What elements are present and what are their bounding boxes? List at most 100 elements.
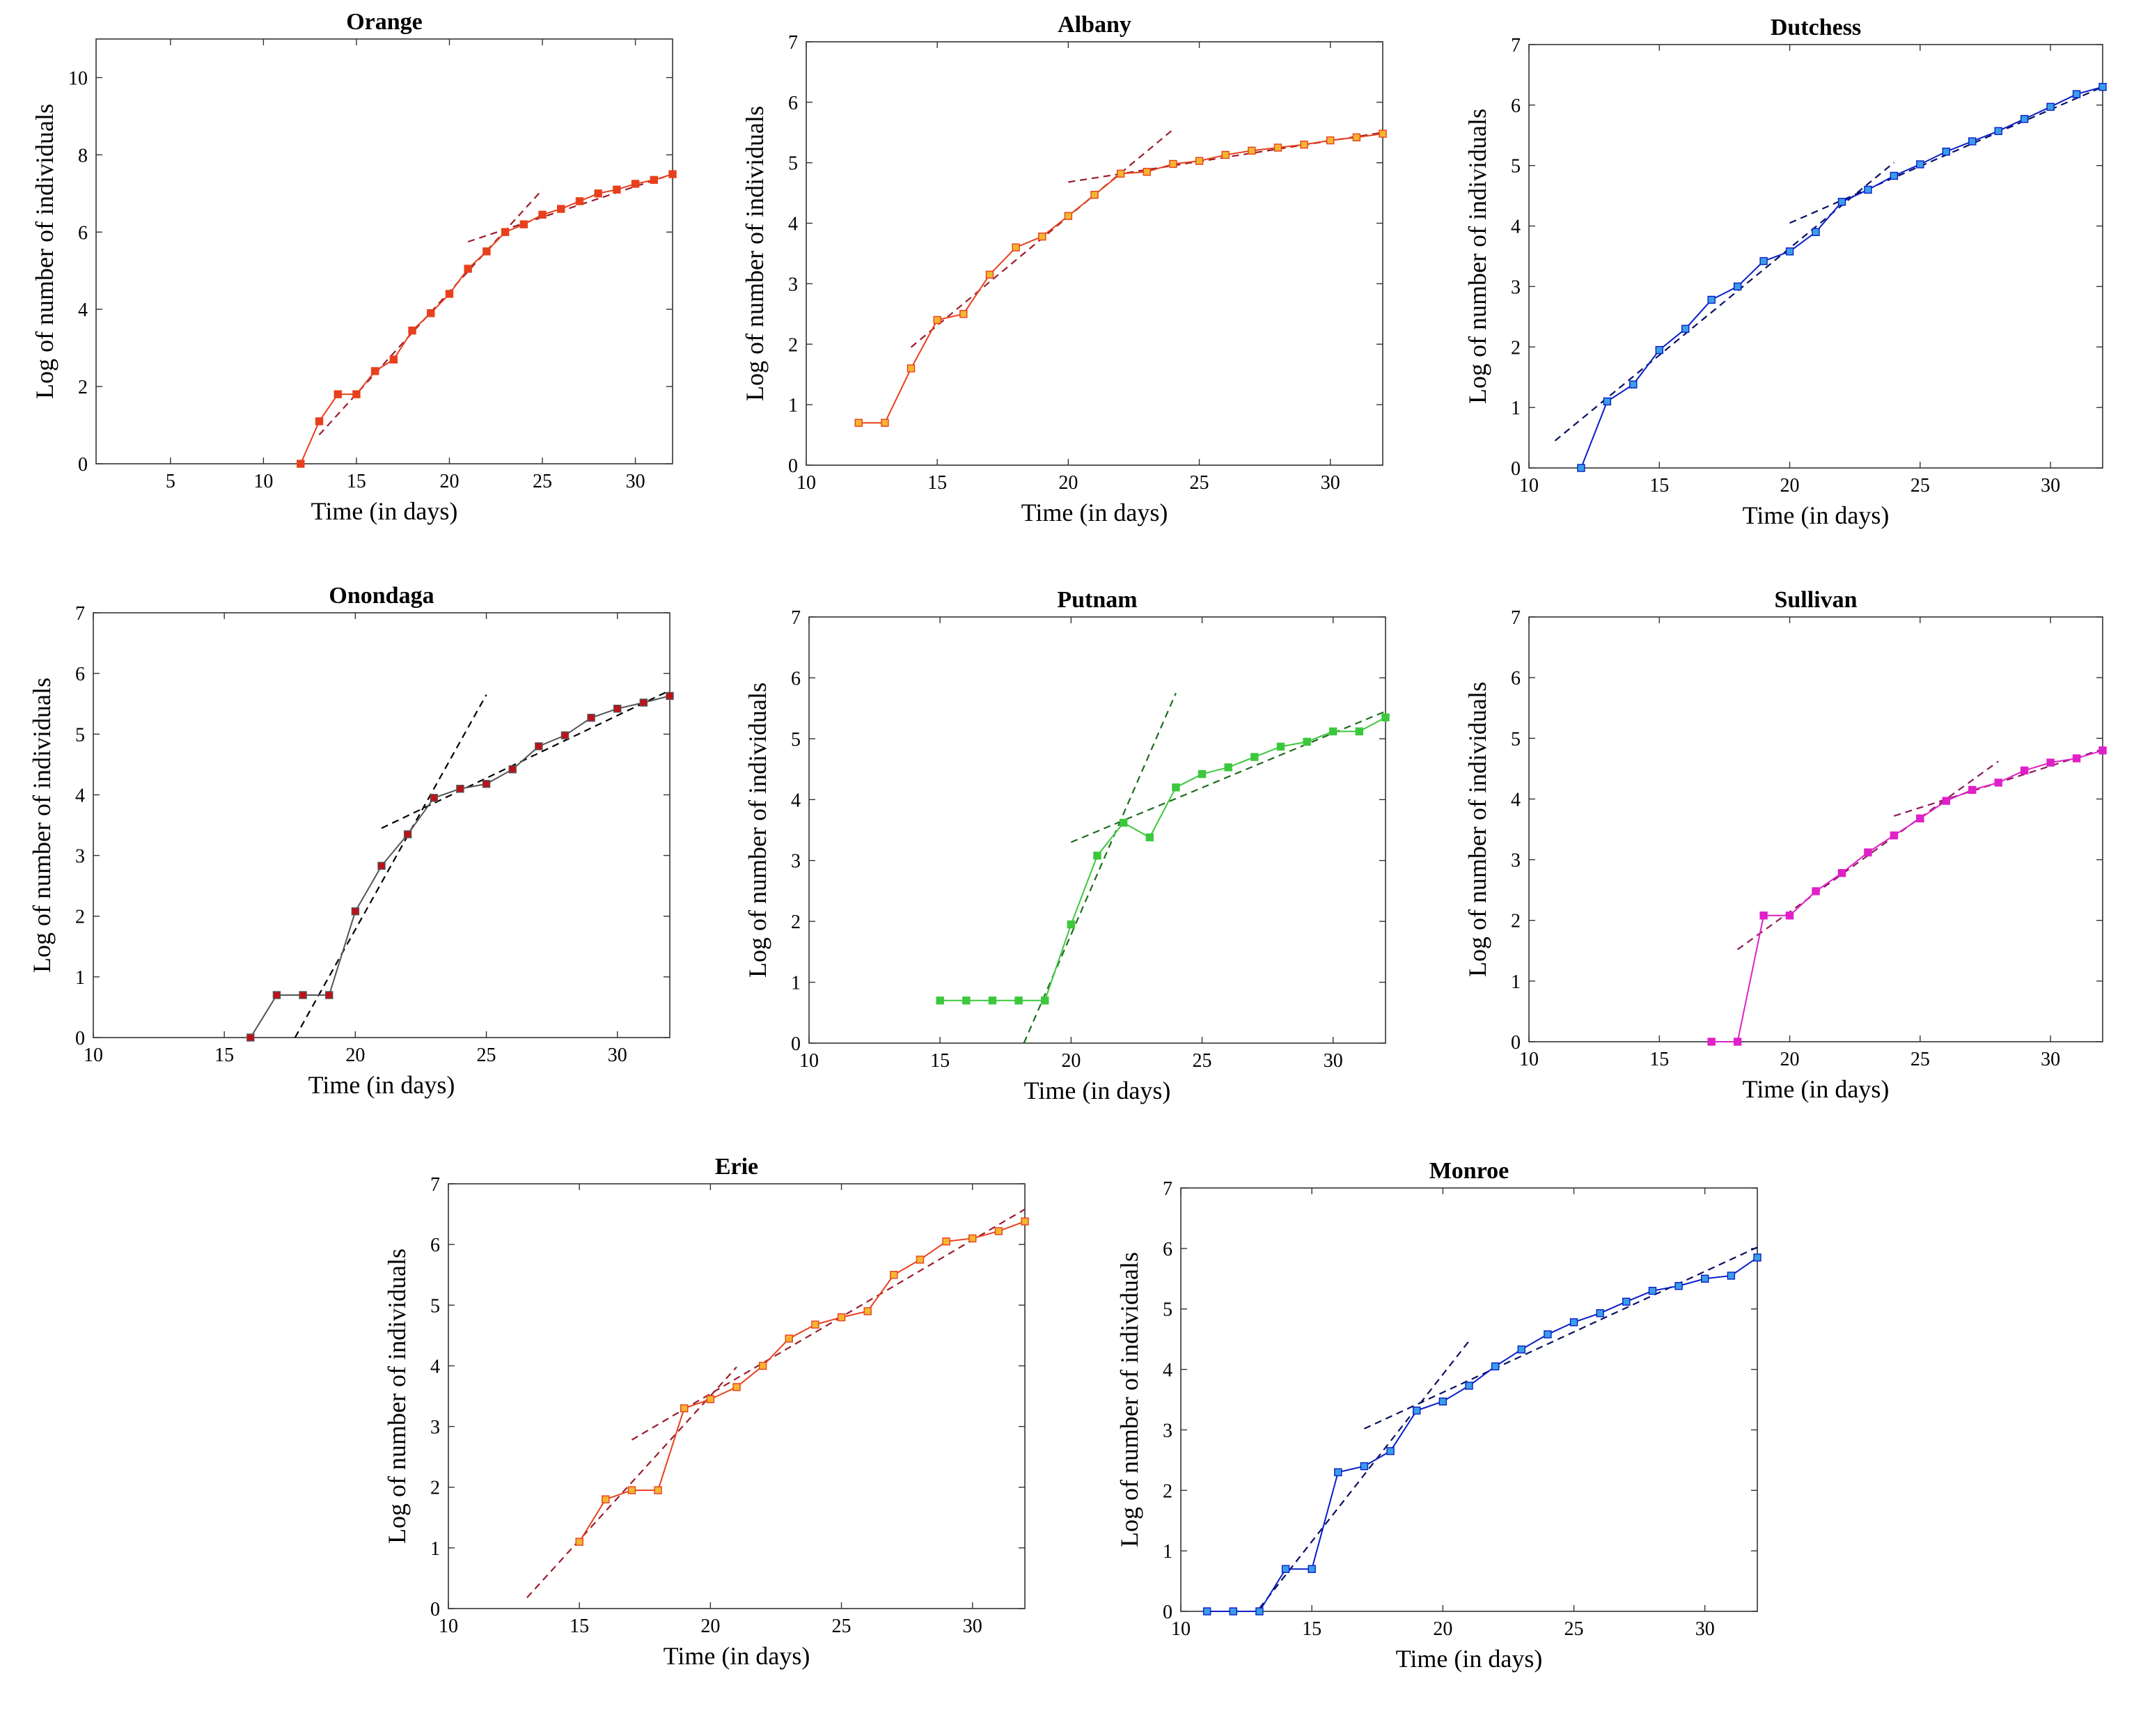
data-point xyxy=(1360,1462,1369,1471)
fit-line xyxy=(1363,1246,1758,1430)
data-point xyxy=(666,691,674,701)
x-tick-label: 20 xyxy=(439,471,459,492)
x-tick-label: 10 xyxy=(439,1616,458,1637)
data-point xyxy=(1785,912,1794,920)
data-point xyxy=(1753,1253,1761,1262)
data-point xyxy=(508,765,517,774)
data-point xyxy=(1648,1286,1657,1295)
data-point xyxy=(1355,727,1364,736)
data-point xyxy=(594,189,602,198)
y-tick-label: 6 xyxy=(788,93,798,114)
data-point xyxy=(1021,1217,1029,1226)
y-tick-label: 1 xyxy=(1511,971,1521,993)
data-point xyxy=(1145,833,1154,842)
y-tick-label: 5 xyxy=(1163,1299,1172,1321)
data-point xyxy=(1812,887,1820,896)
y-tick-label: 3 xyxy=(430,1417,440,1439)
data-point xyxy=(639,698,648,707)
data-point xyxy=(1119,818,1128,827)
y-tick-label: 5 xyxy=(788,153,798,175)
data-point xyxy=(1544,1330,1552,1338)
data-point xyxy=(1733,1038,1742,1046)
y-tick-label: 4 xyxy=(75,785,85,806)
data-point xyxy=(1116,169,1125,178)
fit-line xyxy=(1023,692,1177,1044)
data-point xyxy=(297,460,305,468)
data-point xyxy=(1622,1297,1631,1306)
series-line xyxy=(249,695,670,1038)
data-point xyxy=(1195,157,1204,165)
y-tick-label: 4 xyxy=(1163,1360,1172,1382)
data-point xyxy=(1994,779,2002,787)
data-point xyxy=(881,419,889,427)
subplot-putnam: 10 15 20 25 30 0 1 2 3 4 5 6 7 Putnam Time (in days) Lo… xyxy=(744,587,1390,1104)
data-point xyxy=(811,1320,819,1329)
data-point xyxy=(1255,1607,1264,1616)
subplot-dutchess: 10 15 20 25 30 0 1 2 3 4 5 6 7 Dutchess Time (in days)… xyxy=(1464,15,2107,529)
series-line xyxy=(1207,1257,1758,1612)
data-point xyxy=(351,907,360,916)
y-tick-label: 0 xyxy=(791,1033,801,1055)
data-point xyxy=(403,830,412,838)
subplot-monroe: 10 15 20 25 30 0 1 2 3 4 5 6 7 Monroe Time (in days) Lo… xyxy=(1115,1158,1761,1673)
x-tick-label: 10 xyxy=(1519,1049,1539,1070)
data-point xyxy=(936,996,944,1005)
y-tick-label: 6 xyxy=(1511,668,1521,689)
data-point xyxy=(988,996,997,1005)
y-tick-label: 6 xyxy=(791,668,801,689)
data-point xyxy=(575,197,584,205)
plot-frame xyxy=(1528,44,2103,469)
y-tick-label: 0 xyxy=(78,454,88,476)
data-point xyxy=(1014,996,1023,1005)
data-point xyxy=(1250,753,1259,761)
y-tick-label: 6 xyxy=(430,1235,440,1256)
data-point xyxy=(535,742,543,751)
data-point xyxy=(389,355,398,363)
data-point xyxy=(1038,232,1046,241)
data-point xyxy=(2072,754,2081,763)
data-point xyxy=(1064,212,1073,220)
y-tick-label: 7 xyxy=(1511,35,1521,56)
subplot-albany: 10 15 20 25 30 0 1 2 3 4 5 6 7 Albany Time (in days) Lo… xyxy=(741,12,1387,526)
y-axis-label: Log of number of individuals xyxy=(1115,1252,1143,1547)
plot-frame xyxy=(1528,616,2103,1042)
data-point xyxy=(1381,713,1390,721)
plot-frame xyxy=(95,38,673,464)
series-line xyxy=(1711,749,2103,1042)
y-tick-label: 4 xyxy=(791,790,801,811)
y-axis-label: Log of number of individuals xyxy=(1464,109,1491,404)
data-point xyxy=(408,326,416,335)
data-point xyxy=(933,315,941,324)
data-point xyxy=(272,991,281,999)
y-tick-label: 4 xyxy=(788,214,798,235)
y-tick-label: 2 xyxy=(791,912,801,933)
x-tick-label: 30 xyxy=(2041,475,2060,496)
plot-frame xyxy=(808,616,1386,1044)
data-point xyxy=(560,731,570,740)
data-point xyxy=(907,364,916,373)
y-tick-label: 2 xyxy=(430,1478,440,1499)
y-tick-label: 2 xyxy=(788,334,798,356)
data-point xyxy=(1569,1318,1578,1327)
data-point xyxy=(916,1256,925,1264)
data-point xyxy=(1276,742,1285,751)
data-point xyxy=(1681,324,1690,333)
data-point xyxy=(1300,140,1308,149)
data-point xyxy=(501,228,510,236)
x-axis-label: Time (in days) xyxy=(664,1642,810,1670)
data-point xyxy=(1916,814,1924,823)
data-point xyxy=(1655,345,1663,354)
data-point xyxy=(519,220,528,228)
fit-line xyxy=(1554,162,1895,441)
data-point xyxy=(942,1237,950,1246)
data-point xyxy=(1596,1309,1604,1317)
subplot-orange: 5 10 15 20 25 30 0 2 4 6 8 10 Orange Time (in days) Lo… xyxy=(31,9,677,525)
y-axis-label: Log of number of individuals xyxy=(741,106,769,401)
data-point xyxy=(1916,160,1924,169)
series-line xyxy=(1580,86,2103,469)
data-point xyxy=(1041,996,1049,1005)
plot-frame xyxy=(93,612,670,1038)
y-tick-label: 0 xyxy=(75,1028,85,1049)
y-tick-label: 2 xyxy=(1511,911,1521,932)
